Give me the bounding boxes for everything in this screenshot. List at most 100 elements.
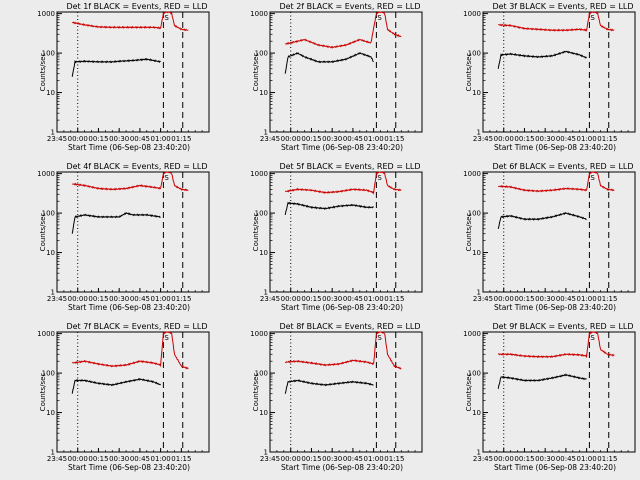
detector-panel-2: Det 2f BLACK = Events, RED = LLD 1 10 100 10…	[214, 0, 427, 160]
y-tick-label: 100	[42, 50, 55, 58]
event-marker-label: S	[377, 174, 382, 182]
detector-panel-6: Det 6f BLACK = Events, RED = LLD 1 10 100 10…	[427, 160, 640, 320]
lld-series-line	[497, 331, 615, 359]
y-axis-label: Counts/sec	[39, 213, 47, 252]
y-tick-label: 10	[46, 89, 55, 97]
events-series-line	[71, 211, 161, 234]
x-tick-label: 00:45	[130, 295, 150, 303]
x-tick-label: 00:30	[322, 455, 342, 463]
detector-panel-5: Det 5f BLACK = Events, RED = LLD 1 10 100 10…	[214, 160, 427, 320]
x-tick-label: 01:00	[151, 455, 171, 463]
y-axis-label: Counts/sec	[39, 53, 47, 92]
event-marker-label: S	[164, 174, 169, 182]
y-tick-label: 10	[259, 409, 268, 417]
x-tick-label: 00:00	[68, 135, 88, 143]
events-series-line	[497, 50, 587, 69]
x-axis-label: Start Time (06-Sep-08 23:40:20)	[281, 303, 403, 312]
lld-series-line	[285, 11, 402, 49]
x-axis-label: Start Time (06-Sep-08 23:40:20)	[68, 143, 190, 152]
y-tick-label: 10	[46, 249, 55, 257]
x-tick-label: 00:45	[556, 135, 576, 143]
chart-svg: Det 2f BLACK = Events, RED = LLD 1 10 100 10…	[250, 2, 423, 152]
y-tick-label: 100	[468, 50, 481, 58]
x-tick-label: 00:45	[556, 455, 576, 463]
x-tick-label: 00:30	[322, 295, 342, 303]
events-series-line	[71, 57, 161, 77]
y-axis-label: Counts/sec	[465, 373, 473, 412]
x-tick-label: 23:45	[260, 455, 280, 463]
x-tick-label: 00:00	[494, 135, 514, 143]
event-marker-label: S	[164, 14, 169, 22]
event-marker-label: S	[377, 334, 382, 342]
lld-series-line	[498, 11, 615, 32]
x-tick-label: 00:45	[130, 135, 150, 143]
x-tick-label: 01:15	[171, 295, 191, 303]
chart-title: Det 1f BLACK = Events, RED = LLD	[66, 2, 207, 11]
x-tick-label: 00:45	[343, 135, 363, 143]
x-tick-label: 01:00	[151, 295, 171, 303]
x-tick-label: 00:00	[494, 295, 514, 303]
x-tick-label: 00:00	[68, 295, 88, 303]
events-series-line	[284, 201, 374, 215]
x-tick-label: 01:15	[171, 455, 191, 463]
x-tick-label: 00:30	[109, 455, 129, 463]
y-tick-label: 1	[477, 129, 481, 137]
x-tick-label: 00:15	[514, 455, 534, 463]
y-tick-label: 1	[51, 289, 55, 297]
x-axis-label: Start Time (06-Sep-08 23:40:20)	[494, 143, 616, 152]
plot-frame	[269, 11, 423, 133]
chart-svg: Det 4f BLACK = Events, RED = LLD 1 10 100 10…	[37, 162, 210, 312]
x-axis-label: Start Time (06-Sep-08 23:40:20)	[68, 303, 190, 312]
x-tick-label: 00:00	[281, 135, 301, 143]
detector-panel-1: Det 1f BLACK = Events, RED = LLD 1 10 100 10…	[1, 0, 214, 160]
x-tick-label: 23:45	[473, 295, 493, 303]
x-tick-label: 01:00	[151, 135, 171, 143]
y-axis-label: Counts/sec	[252, 213, 260, 252]
event-marker-label: S	[590, 174, 595, 182]
y-tick-label: 100	[255, 50, 268, 58]
y-axis-label: Counts/sec	[252, 373, 260, 412]
chart-title: Det 7f BLACK = Events, RED = LLD	[66, 322, 207, 331]
y-tick-label: 1000	[37, 10, 55, 18]
y-tick-label: 1000	[250, 170, 268, 178]
x-tick-label: 23:45	[47, 455, 67, 463]
x-tick-label: 23:45	[473, 455, 493, 463]
events-series-line	[71, 377, 161, 394]
x-tick-label: 00:15	[301, 455, 321, 463]
y-axis-label: Counts/sec	[39, 373, 47, 412]
x-tick-label: 00:15	[88, 135, 108, 143]
x-tick-label: 00:30	[109, 295, 129, 303]
x-tick-label: 23:45	[47, 135, 67, 143]
y-tick-label: 100	[42, 370, 55, 378]
chart-svg: Det 8f BLACK = Events, RED = LLD 1 10 100 10…	[250, 322, 423, 472]
lld-series-line	[497, 171, 615, 193]
detector-panel-7: Det 7f BLACK = Events, RED = LLD 1 10 100 10…	[1, 320, 214, 480]
y-tick-label: 1	[51, 129, 55, 137]
y-tick-label: 1000	[463, 330, 481, 338]
event-marker-label: S	[377, 14, 382, 22]
y-tick-label: 1	[264, 449, 268, 457]
x-tick-label: 00:15	[514, 135, 534, 143]
y-tick-label: 1000	[250, 10, 268, 18]
y-tick-label: 10	[259, 249, 268, 257]
y-tick-label: 100	[468, 370, 481, 378]
y-tick-label: 1000	[37, 330, 55, 338]
lld-series-line	[72, 11, 189, 32]
x-axis-label: Start Time (06-Sep-08 23:40:20)	[281, 463, 403, 472]
chart-title: Det 2f BLACK = Events, RED = LLD	[279, 2, 420, 11]
x-axis-label: Start Time (06-Sep-08 23:40:20)	[494, 303, 616, 312]
x-tick-label: 00:30	[322, 135, 342, 143]
chart-title: Det 9f BLACK = Events, RED = LLD	[492, 322, 633, 331]
event-marker-label: S	[590, 334, 595, 342]
plot-frame	[269, 331, 423, 453]
x-tick-label: 01:15	[384, 295, 404, 303]
x-axis-label: Start Time (06-Sep-08 23:40:20)	[494, 463, 616, 472]
y-tick-label: 10	[472, 409, 481, 417]
plot-frame	[482, 331, 636, 453]
x-tick-label: 00:15	[88, 455, 108, 463]
x-tick-label: 00:15	[88, 295, 108, 303]
x-tick-label: 01:00	[364, 135, 384, 143]
plot-frame	[56, 331, 210, 453]
x-tick-label: 00:45	[130, 455, 150, 463]
y-tick-label: 10	[46, 409, 55, 417]
